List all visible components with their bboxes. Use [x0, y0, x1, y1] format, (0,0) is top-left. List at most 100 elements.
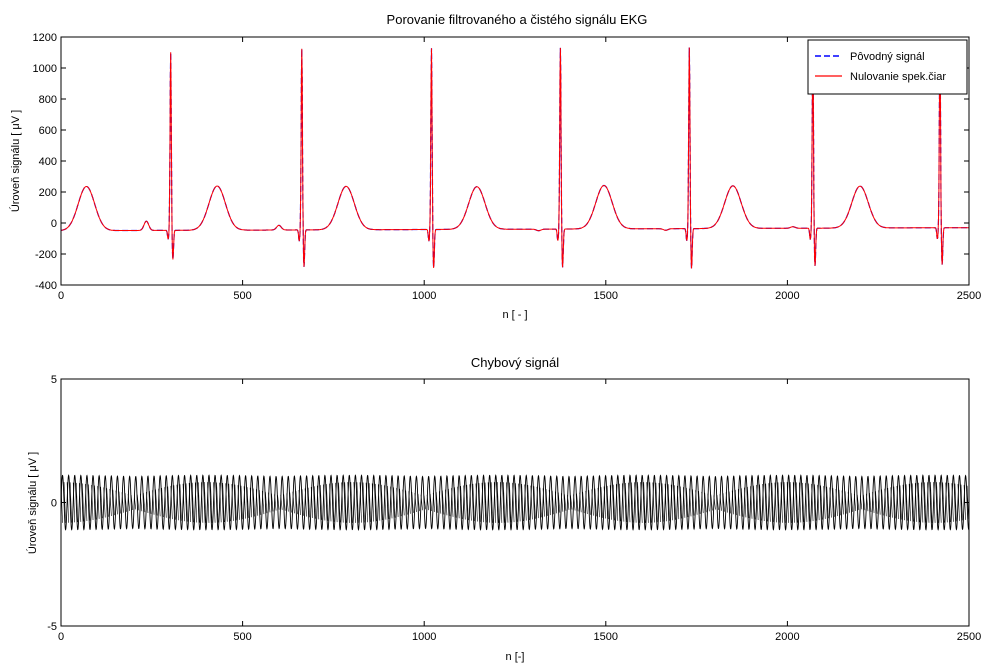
- error-inner-stroke: [435, 492, 439, 513]
- error-inner-stroke: [133, 495, 137, 510]
- error-inner-stroke: [130, 494, 133, 511]
- error-inner-stroke: [557, 492, 561, 513]
- error-inner-stroke: [115, 490, 118, 515]
- error-inner-stroke: [750, 486, 753, 519]
- error-inner-stroke: [112, 489, 115, 516]
- error-inner-stroke: [298, 489, 301, 516]
- ecg-y-tick-label: 1000: [33, 63, 57, 75]
- error-inner-stroke: [683, 487, 686, 518]
- error-y-tick-label: -5: [47, 621, 57, 633]
- error-inner-stroke: [469, 484, 472, 521]
- error-inner-stroke: [747, 486, 750, 519]
- error-inner-stroke: [579, 492, 582, 513]
- error-inner-stroke: [966, 485, 969, 520]
- error-ticks: 0 500 1000 1500 2000 2500-505: [47, 374, 981, 643]
- error-inner-stroke: [783, 482, 786, 523]
- ecg-x-tick-label: 2000: [775, 290, 799, 302]
- error-inner-stroke: [347, 482, 350, 523]
- error-inner-stroke: [167, 486, 170, 519]
- error-inner-stroke: [182, 483, 185, 522]
- error-inner-stroke: [63, 482, 66, 523]
- error-inner-stroke: [323, 484, 326, 521]
- error-inner-stroke: [457, 486, 460, 519]
- error-inner-stroke: [88, 484, 91, 521]
- error-inner-stroke: [304, 488, 307, 517]
- error-inner-stroke: [890, 487, 893, 518]
- error-inner-stroke: [667, 484, 670, 521]
- ecg-x-tick-label: 500: [233, 290, 251, 302]
- error-inner-stroke: [640, 482, 643, 523]
- ecg-x-tick-label: 1500: [594, 290, 618, 302]
- error-inner-stroke: [371, 483, 375, 522]
- error-inner-stroke: [289, 492, 292, 513]
- error-inner-stroke: [954, 483, 957, 522]
- error-inner-stroke: [136, 494, 140, 511]
- error-inner-stroke: [237, 485, 240, 520]
- ecg-y-tick-label: 200: [39, 187, 57, 199]
- error-inner-stroke: [744, 487, 747, 518]
- error-inner-stroke: [448, 488, 451, 517]
- error-inner-stroke: [860, 495, 863, 510]
- error-inner-stroke: [439, 491, 442, 514]
- error-inner-stroke: [741, 488, 744, 517]
- ecg-plot-title: Porovanie filtrovaného a čistého signálu…: [387, 12, 648, 27]
- error-inner-stroke: [176, 484, 179, 521]
- error-inner-stroke: [680, 486, 683, 519]
- error-inner-stroke: [524, 484, 527, 521]
- error-inner-stroke: [240, 485, 243, 520]
- error-inner-stroke: [670, 484, 674, 521]
- error-inner-stroke: [695, 490, 698, 515]
- error-inner-stroke: [429, 493, 432, 512]
- error-inner-stroke: [219, 482, 222, 523]
- error-inner-stroke: [551, 490, 555, 515]
- error-inner-stroke: [649, 482, 652, 523]
- error-inner-stroke: [597, 487, 600, 518]
- legend-label-filtered: Nulovanie spek.čiar: [850, 71, 946, 83]
- error-inner-stroke: [899, 485, 902, 520]
- error-inner-stroke: [759, 484, 762, 521]
- ecg-x-tick-label: 1000: [412, 290, 436, 302]
- error-inner-stroke: [841, 490, 844, 515]
- error-inner-stroke: [359, 482, 362, 523]
- error-inner-stroke: [301, 489, 304, 516]
- error-inner-stroke: [292, 491, 295, 514]
- error-inner-stroke: [545, 489, 548, 516]
- error-inner-stroke: [454, 487, 457, 518]
- error-inner-stroke: [377, 484, 381, 521]
- ecg-y-tick-label: 600: [39, 125, 57, 137]
- error-x-tick-label: 500: [233, 631, 251, 643]
- error-inner-stroke: [420, 494, 423, 511]
- error-inner-stroke: [936, 482, 939, 523]
- error-inner-stroke: [100, 486, 103, 519]
- error-inner-stroke: [374, 483, 378, 522]
- error-inner-stroke: [725, 492, 728, 513]
- ecg-legend: Pôvodný signál Nulovanie spek.čiar: [807, 39, 968, 95]
- error-inner-stroke: [765, 483, 768, 522]
- error-inner-stroke: [472, 483, 475, 522]
- error-inner-stroke: [875, 491, 878, 514]
- error-inner-stroke: [246, 487, 249, 518]
- ecg-y-tick-label: 0: [51, 218, 57, 230]
- error-inner-stroke: [277, 495, 280, 510]
- error-inner-stroke: [259, 490, 262, 515]
- error-inner-stroke: [493, 482, 497, 523]
- error-inner-stroke: [118, 491, 121, 514]
- error-inner-stroke: [143, 492, 146, 513]
- error-plot-frame: [60, 378, 970, 627]
- error-inner-stroke: [475, 483, 478, 522]
- error-inner-stroke: [268, 492, 271, 513]
- error-inner-stroke: [387, 485, 390, 520]
- error-inner-stroke: [917, 482, 921, 523]
- error-inner-stroke: [844, 491, 847, 514]
- error-inner-stroke: [320, 485, 323, 520]
- error-inner-stroke: [106, 488, 109, 517]
- error-inner-stroke: [619, 483, 622, 522]
- error-inner-stroke: [716, 495, 719, 510]
- error-inner-stroke: [686, 487, 689, 518]
- error-inner-stroke: [417, 493, 420, 512]
- error-inner-stroke: [731, 490, 735, 515]
- error-inner-stroke: [225, 483, 228, 522]
- ecg-y-tick-label: -400: [35, 280, 57, 292]
- error-inner-stroke: [283, 494, 286, 511]
- error-inner-stroke: [390, 486, 393, 519]
